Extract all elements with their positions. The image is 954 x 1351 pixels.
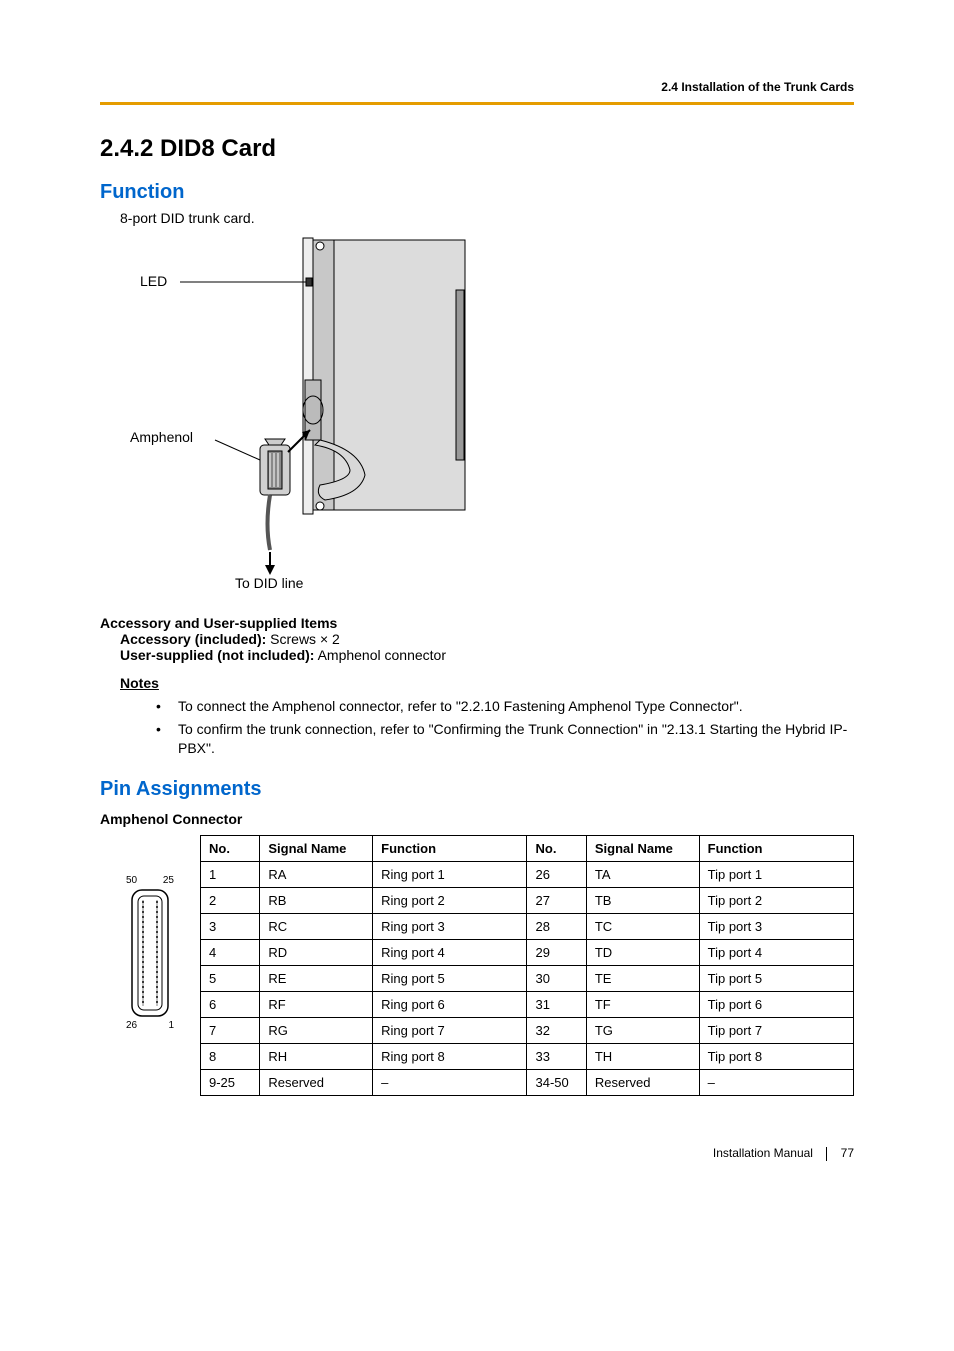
- header-rule: [100, 102, 854, 105]
- pin-subheading: Amphenol Connector: [100, 811, 854, 827]
- page-footer: Installation Manual 77: [100, 1146, 854, 1161]
- pin-assignment-table: No. Signal Name Function No. Signal Name…: [200, 835, 854, 1096]
- led-label: LED: [140, 273, 167, 289]
- accessory-included-val: Screws × 2: [266, 631, 340, 647]
- col-no-1: No.: [201, 835, 260, 861]
- page-container: 2.4 Installation of the Trunk Cards 2.4.…: [0, 0, 954, 1201]
- pin-label-bot-right: 1: [168, 1020, 174, 1031]
- accessory-user-key: User-supplied (not included):: [120, 647, 314, 663]
- amphenol-connector-diagram: 50 25: [100, 835, 200, 1033]
- col-no-2: No.: [527, 835, 586, 861]
- footer-manual-name: Installation Manual: [713, 1146, 813, 1160]
- col-function-1: Function: [373, 835, 527, 861]
- accessory-user: User-supplied (not included): Amphenol c…: [120, 647, 854, 663]
- pin-table-body: 1RARing port 126TATip port 1 2RBRing por…: [201, 861, 854, 1095]
- accessory-heading: Accessory and User-supplied Items: [100, 615, 854, 631]
- table-row: 3RCRing port 328TCTip port 3: [201, 913, 854, 939]
- pin-label-bot-left: 26: [126, 1020, 137, 1031]
- notes-heading-wrap: Notes: [120, 675, 854, 693]
- table-row: 4RDRing port 429TDTip port 4: [201, 939, 854, 965]
- footer-divider: [826, 1147, 827, 1161]
- table-row: 8RHRing port 833THTip port 8: [201, 1043, 854, 1069]
- pin-heading: Pin Assignments: [100, 778, 854, 801]
- header-section-ref: 2.4 Installation of the Trunk Cards: [100, 80, 854, 94]
- accessory-included: Accessory (included): Screws × 2: [120, 631, 854, 647]
- notes-list: To connect the Amphenol connector, refer…: [156, 697, 854, 758]
- col-signal-1: Signal Name: [260, 835, 373, 861]
- col-signal-2: Signal Name: [586, 835, 699, 861]
- note-item: To confirm the trunk connection, refer t…: [156, 720, 854, 758]
- pin-assignment-row: 50 25: [100, 835, 854, 1096]
- table-row: 6RFRing port 631TFTip port 6: [201, 991, 854, 1017]
- table-row: 2RBRing port 227TBTip port 2: [201, 887, 854, 913]
- page-title: 2.4.2 DID8 Card: [100, 135, 854, 163]
- accessory-included-key: Accessory (included):: [120, 631, 266, 647]
- function-description: 8-port DID trunk card.: [120, 210, 854, 226]
- notes-heading: Notes: [120, 675, 159, 691]
- accessory-user-val: Amphenol connector: [314, 647, 446, 663]
- note-item: To connect the Amphenol connector, refer…: [156, 697, 854, 716]
- table-row: 1RARing port 126TATip port 1: [201, 861, 854, 887]
- to-did-label: To DID line: [235, 575, 304, 590]
- did8-card-illustration: LED Amphenol: [120, 230, 490, 590]
- amphenol-label: Amphenol: [130, 429, 193, 445]
- table-row: 7RGRing port 732TGTip port 7: [201, 1017, 854, 1043]
- card-diagram: LED Amphenol: [120, 230, 854, 595]
- pin-label-top-right: 25: [163, 875, 174, 886]
- footer-page-number: 77: [841, 1146, 854, 1160]
- table-row: 9-25Reserved–34-50Reserved–: [201, 1069, 854, 1095]
- function-heading: Function: [100, 181, 854, 204]
- pin-label-top-left: 50: [126, 875, 137, 886]
- table-header-row: No. Signal Name Function No. Signal Name…: [201, 835, 854, 861]
- table-row: 5RERing port 530TETip port 5: [201, 965, 854, 991]
- col-function-2: Function: [699, 835, 853, 861]
